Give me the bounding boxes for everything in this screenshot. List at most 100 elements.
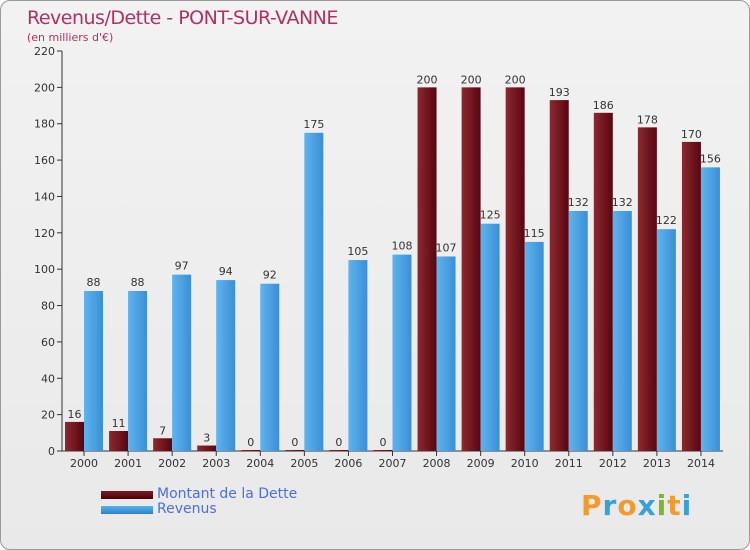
bar-revenus (700, 167, 720, 451)
bar-dette (637, 127, 657, 451)
legend-swatch-revenus (101, 506, 153, 514)
data-label-dette: 11 (112, 417, 126, 430)
logo-letter: t (667, 489, 682, 522)
y-tick-label: 0 (48, 445, 55, 458)
logo-letter: i (656, 489, 668, 522)
bar-dette (461, 87, 481, 451)
bar-dette (681, 141, 701, 451)
data-label-revenus: 92 (263, 269, 277, 282)
bar-dette (549, 100, 569, 451)
legend-item-dette: Montant de la Dette (101, 486, 361, 502)
y-tick-label: 100 (34, 263, 55, 276)
y-tick-label: 40 (41, 372, 55, 385)
bar-revenus (216, 280, 236, 451)
data-label-revenus: 122 (656, 214, 677, 227)
logo-letter: r (602, 489, 618, 522)
bar-revenus (172, 274, 192, 451)
y-tick-label: 80 (41, 300, 55, 313)
bar-dette (241, 450, 261, 451)
legend-label-revenus: Revenus (157, 501, 217, 517)
legend-swatch-dette (101, 491, 153, 499)
bar-dette (197, 445, 217, 451)
logo-letter: P (581, 489, 603, 522)
bar-revenus (524, 241, 544, 451)
x-tick-label: 2005 (290, 457, 318, 470)
data-label-revenus: 125 (480, 209, 501, 222)
bar-revenus (480, 223, 500, 451)
chart-subtitle: (en milliers d'€) (27, 31, 114, 44)
x-tick-label: 2014 (687, 457, 715, 470)
x-tick-label: 2000 (70, 457, 98, 470)
bar-revenus (84, 291, 103, 451)
data-label-revenus: 97 (175, 260, 189, 273)
x-tick-label: 2001 (114, 457, 142, 470)
data-label-revenus: 115 (524, 227, 545, 240)
logo-letter: i (681, 489, 693, 522)
bar-revenus (304, 132, 324, 451)
bar-dette (329, 450, 349, 451)
bar-dette (65, 421, 84, 451)
data-label-dette: 16 (68, 408, 82, 421)
data-label-revenus: 107 (436, 241, 457, 254)
y-tick-label: 200 (34, 81, 55, 94)
data-label-revenus: 132 (568, 196, 589, 209)
bar-revenus (392, 254, 412, 451)
y-tick-label: 220 (34, 45, 55, 58)
x-tick-label: 2002 (158, 457, 186, 470)
legend-item-revenus: Revenus (101, 501, 361, 517)
y-tick-label: 180 (34, 118, 55, 131)
data-label-revenus: 108 (391, 240, 412, 253)
bar-revenus (128, 291, 148, 451)
x-tick-label: 2004 (246, 457, 274, 470)
legend-label-dette: Montant de la Dette (157, 486, 298, 502)
bar-dette (373, 450, 393, 451)
legend: Montant de la Dette Revenus (101, 486, 361, 517)
data-label-dette: 7 (159, 424, 166, 437)
bar-revenus (436, 256, 456, 451)
proxiti-logo: Proxiti (581, 489, 692, 522)
data-label-dette: 0 (247, 436, 254, 449)
bar-dette (417, 87, 437, 451)
data-label-dette: 200 (417, 73, 438, 86)
data-label-dette: 3 (203, 432, 210, 445)
data-label-dette: 200 (505, 73, 526, 86)
data-label-revenus: 175 (303, 118, 324, 131)
bar-revenus (612, 211, 632, 451)
data-label-revenus: 156 (700, 152, 721, 165)
y-tick-label: 20 (41, 409, 55, 422)
data-label-dette: 0 (379, 436, 386, 449)
data-label-dette: 0 (291, 436, 298, 449)
x-tick-label: 2009 (467, 457, 495, 470)
chart-title: Revenus/Dette - PONT-SUR-VANNE (27, 7, 338, 29)
x-tick-label: 2010 (511, 457, 539, 470)
x-tick-label: 2007 (379, 457, 407, 470)
y-tick-label: 60 (41, 336, 55, 349)
bar-dette (153, 438, 173, 451)
bar-revenus (260, 283, 280, 451)
x-tick-label: 2013 (643, 457, 671, 470)
bar-revenus (656, 229, 676, 451)
y-tick-label: 160 (34, 154, 55, 167)
data-label-revenus: 88 (131, 276, 145, 289)
x-tick-label: 2012 (599, 457, 627, 470)
x-tick-label: 2006 (334, 457, 362, 470)
bar-revenus (348, 260, 368, 451)
y-tick-label: 140 (34, 190, 55, 203)
x-tick-label: 2011 (555, 457, 583, 470)
bar-dette (593, 112, 613, 452)
bar-dette (109, 431, 129, 451)
logo-letter: o (617, 489, 638, 522)
data-label-dette: 186 (593, 99, 614, 112)
x-tick-label: 2008 (423, 457, 451, 470)
data-label-dette: 178 (637, 113, 658, 126)
data-label-dette: 193 (549, 86, 570, 99)
bar-dette (285, 450, 305, 451)
data-label-revenus: 105 (347, 245, 368, 258)
data-label-revenus: 94 (219, 265, 233, 278)
x-tick-label: 2003 (202, 457, 230, 470)
logo-letter: x (637, 489, 657, 522)
bar-revenus (568, 211, 588, 451)
data-label-dette: 0 (335, 436, 342, 449)
